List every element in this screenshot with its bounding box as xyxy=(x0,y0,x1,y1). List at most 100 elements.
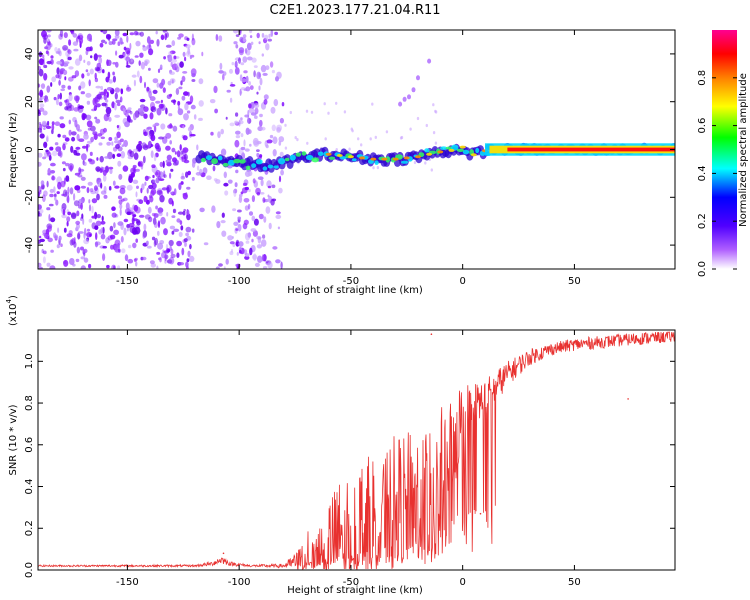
noise-speckle xyxy=(176,150,181,158)
noise-speckle xyxy=(112,180,116,186)
noise-speckle xyxy=(58,50,62,57)
noise-speckle xyxy=(100,182,103,189)
noise-speckle xyxy=(60,88,65,92)
colorbar-label: Normalized spectral amplitude xyxy=(738,73,749,227)
noise-speckle xyxy=(131,74,137,78)
noise-speckle xyxy=(158,136,164,140)
noise-speckle xyxy=(109,225,114,232)
noise-speckle xyxy=(253,115,258,119)
noise-speckle xyxy=(106,87,113,91)
noise-speckle xyxy=(39,133,45,139)
noise-speckle xyxy=(244,255,250,260)
noise-speckle xyxy=(242,37,247,43)
noise-speckle xyxy=(120,236,124,243)
noise-speckle xyxy=(103,92,106,97)
noise-speckle xyxy=(68,76,74,82)
noise-speckle xyxy=(258,213,264,220)
noise-speckle xyxy=(264,34,269,41)
noise-speckle xyxy=(70,30,75,35)
noise-speckle xyxy=(46,135,49,142)
y-tick-label: 0.6 xyxy=(24,437,35,453)
noise-speckle xyxy=(138,214,145,218)
noise-speckle xyxy=(224,190,229,196)
noise-speckle xyxy=(58,73,62,80)
ridge-hotspot xyxy=(415,155,421,159)
noise-speckle xyxy=(251,57,257,63)
noise-speckle xyxy=(133,79,136,87)
noise-speckle xyxy=(88,218,93,223)
noise-speckle xyxy=(157,147,161,152)
noise-speckle xyxy=(78,105,84,110)
noise-speckle xyxy=(220,148,227,156)
noise-speckle xyxy=(144,175,149,181)
noise-speckle xyxy=(220,128,224,135)
noise-speckle xyxy=(179,220,183,225)
noise-speckle xyxy=(162,87,166,93)
noise-speckle xyxy=(49,265,56,269)
y-tick-label: 40 xyxy=(24,48,35,61)
noise-speckle xyxy=(51,176,56,181)
noise-speckle xyxy=(71,75,77,79)
noise-speckle xyxy=(54,121,61,126)
ridge-blob xyxy=(222,162,229,167)
noise-speckle xyxy=(266,139,273,144)
noise-speckle xyxy=(196,144,199,151)
noise-speckle xyxy=(374,135,377,139)
noise-speckle xyxy=(247,115,250,124)
noise-speckle xyxy=(102,245,107,249)
noise-speckle xyxy=(434,109,437,113)
noise-speckle xyxy=(50,82,53,87)
noise-speckle xyxy=(56,67,60,75)
noise-speckle xyxy=(413,160,417,165)
noise-speckle xyxy=(66,233,73,238)
noise-speckle xyxy=(83,59,86,63)
noise-speckle xyxy=(134,206,141,214)
noise-speckle xyxy=(122,108,126,113)
noise-speckle xyxy=(376,166,380,170)
noise-speckle xyxy=(148,67,151,71)
noise-speckle xyxy=(119,203,123,210)
snr-series-line xyxy=(38,331,675,570)
noise-speckle xyxy=(210,131,214,136)
noise-speckle xyxy=(102,226,105,234)
noise-speckle xyxy=(125,109,132,114)
noise-speckle xyxy=(158,211,163,217)
noise-speckle xyxy=(114,243,120,251)
noise-speckle xyxy=(272,136,278,144)
noise-speckle xyxy=(400,135,404,140)
noise-speckle xyxy=(253,103,260,109)
noise-speckle xyxy=(156,39,160,47)
x-tick-label: -50 xyxy=(343,577,359,588)
noise-speckle xyxy=(176,240,183,247)
noise-speckle xyxy=(115,99,121,104)
noise-speckle xyxy=(262,72,268,76)
noise-speckle xyxy=(249,30,253,34)
noise-speckle xyxy=(102,30,108,35)
streak-point xyxy=(407,94,411,100)
noise-speckle xyxy=(235,228,239,231)
noise-speckle xyxy=(75,146,81,150)
noise-speckle xyxy=(146,86,150,92)
noise-speckle xyxy=(142,155,146,164)
noise-speckle xyxy=(123,227,127,236)
noise-speckle xyxy=(179,61,184,68)
noise-speckle xyxy=(275,259,281,264)
streak-point xyxy=(416,75,420,81)
y-tick-label: 0.0 xyxy=(24,562,35,578)
figure-title: C2E1.2023.177.21.04.R11 xyxy=(269,3,440,18)
noise-speckle xyxy=(177,108,184,116)
y-tick-label: 0.4 xyxy=(24,479,35,495)
noise-speckle xyxy=(198,78,204,85)
ridge-hotspot xyxy=(426,152,433,156)
noise-speckle xyxy=(126,227,129,232)
x-tick-label: -150 xyxy=(116,577,139,588)
noise-speckle xyxy=(165,132,172,139)
noise-speckle xyxy=(130,172,135,178)
noise-speckle xyxy=(50,58,54,65)
noise-speckle xyxy=(88,263,92,269)
noise-speckle xyxy=(93,185,98,192)
noise-speckle xyxy=(82,113,88,119)
noise-speckle xyxy=(237,209,242,213)
noise-speckle xyxy=(46,262,51,267)
